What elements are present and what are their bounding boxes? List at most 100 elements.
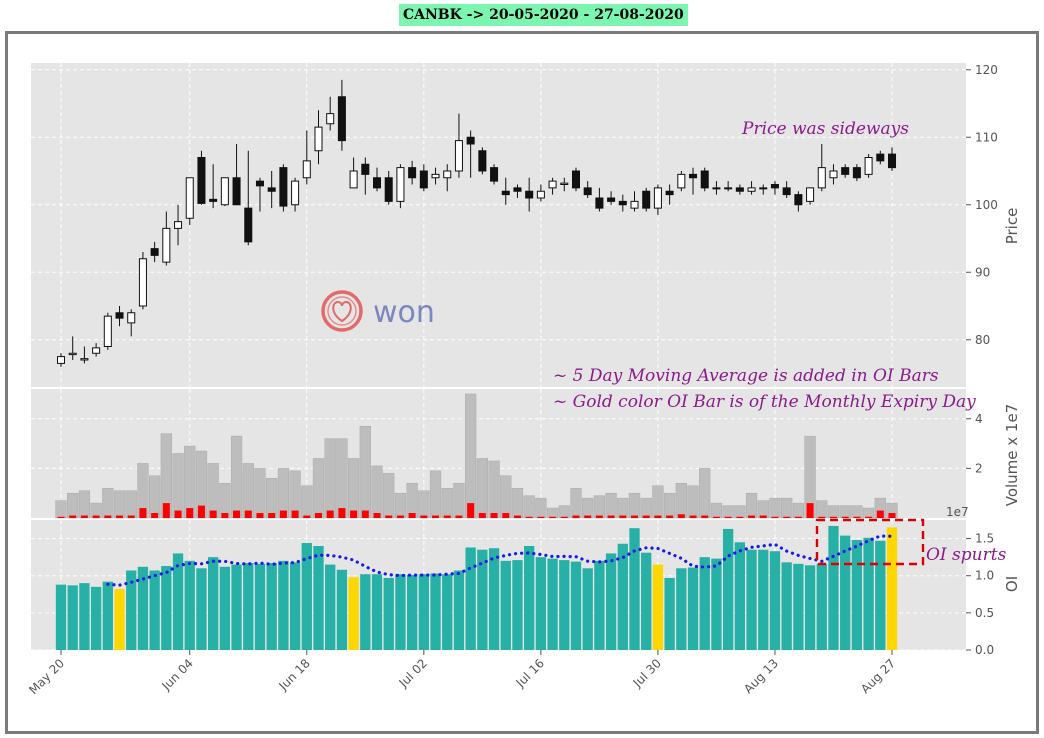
candle-body <box>607 197 616 202</box>
candle <box>747 181 756 195</box>
delivery-bar <box>806 503 814 518</box>
x-tick-label: May 20 <box>26 656 67 697</box>
candle <box>150 241 159 263</box>
oi-bar <box>149 570 160 650</box>
annotation-gold-bar: ~ Gold color OI Bar is of the Monthly Ex… <box>553 392 976 412</box>
candle <box>209 164 218 209</box>
candle-body <box>80 358 89 361</box>
volume-bar <box>523 495 535 519</box>
candle-body <box>443 170 452 179</box>
candle <box>887 147 897 171</box>
candle-body <box>185 177 194 219</box>
candle-body <box>302 160 311 179</box>
candle <box>571 167 580 192</box>
delivery-bar <box>549 516 557 518</box>
volume-tick-label: 4 <box>975 412 983 426</box>
candle <box>138 252 147 310</box>
candle-body <box>782 187 791 196</box>
oi-bar <box>500 560 511 650</box>
candle-body <box>396 167 405 202</box>
logo-ring-icon <box>321 290 363 332</box>
candle-body <box>806 187 815 202</box>
delivery-bar <box>572 515 580 518</box>
candle-body <box>630 200 639 209</box>
oi-bar <box>664 577 675 650</box>
candle-body <box>454 140 463 172</box>
oi-bar <box>746 549 757 650</box>
candle <box>759 184 768 195</box>
volume-bar <box>839 505 851 519</box>
candle-body <box>349 170 358 189</box>
candle-body <box>595 197 604 209</box>
chart-title: CANBK -> 20-05-2020 - 27-08-2020 <box>399 4 688 26</box>
oi-bar <box>804 565 816 650</box>
candle <box>607 191 616 205</box>
oi-bar <box>535 557 547 650</box>
delivery-bar <box>724 516 732 518</box>
volume-bar <box>465 393 477 519</box>
delivery-bar <box>467 503 475 518</box>
candle-body <box>408 167 417 179</box>
volume-bar <box>394 492 407 519</box>
delivery-bar <box>677 514 685 518</box>
volume-bar <box>628 492 641 519</box>
oi-bar <box>711 558 722 650</box>
delivery-bar <box>865 516 873 518</box>
candle <box>501 177 510 205</box>
delivery-bar <box>408 513 416 518</box>
delivery-bar <box>595 515 603 518</box>
x-tick-label: Aug 27 <box>858 656 898 696</box>
candle-body <box>794 194 803 206</box>
candle-body <box>817 167 826 189</box>
candle <box>852 164 861 182</box>
oi-bars <box>55 525 898 650</box>
price-tick-label: 120 <box>975 63 998 77</box>
candle-body <box>653 187 662 209</box>
oi-bar <box>629 528 640 650</box>
candle <box>724 181 733 192</box>
candle <box>817 144 826 192</box>
volume-bar <box>219 483 231 519</box>
candle <box>115 306 124 327</box>
candle <box>244 150 253 246</box>
volume-bars <box>55 393 898 519</box>
volume-bar <box>792 502 805 519</box>
oi-bar <box>172 553 184 650</box>
oi-bar <box>512 560 523 650</box>
volume-bar <box>734 505 746 519</box>
candle-body <box>138 258 147 307</box>
oi-bar <box>676 568 687 650</box>
oi-bar <box>875 540 886 650</box>
volume-bar <box>640 497 652 519</box>
delivery-bar <box>666 515 674 518</box>
candle <box>478 147 487 175</box>
candle <box>700 167 709 192</box>
oi-bar <box>547 558 558 650</box>
price-panel <box>31 63 966 387</box>
candle <box>220 177 229 207</box>
x-tick-label: Jul 02 <box>396 656 430 690</box>
candle <box>431 167 440 185</box>
candle <box>712 181 721 195</box>
delivery-bar <box>771 516 779 518</box>
delivery-bar <box>350 510 358 518</box>
oi-bar <box>617 543 628 650</box>
x-tick-label: Jul 16 <box>513 656 547 690</box>
candle <box>56 353 66 367</box>
volume-tick-label: 2 <box>975 461 983 475</box>
candle <box>677 171 686 192</box>
candle <box>314 110 323 165</box>
oi-bar <box>605 553 617 650</box>
oi-bar <box>184 560 195 650</box>
candle <box>279 164 288 212</box>
oi-bar <box>840 535 851 650</box>
candle-body <box>232 177 241 206</box>
volume-bar <box>371 465 383 519</box>
oi-bar <box>161 566 172 650</box>
candle <box>548 177 557 195</box>
candle-body <box>162 227 171 263</box>
x-tick-label: Jun 04 <box>159 656 196 693</box>
candle <box>466 130 475 178</box>
oi-bar <box>406 574 418 650</box>
price-tick-label: 110 <box>975 130 998 144</box>
